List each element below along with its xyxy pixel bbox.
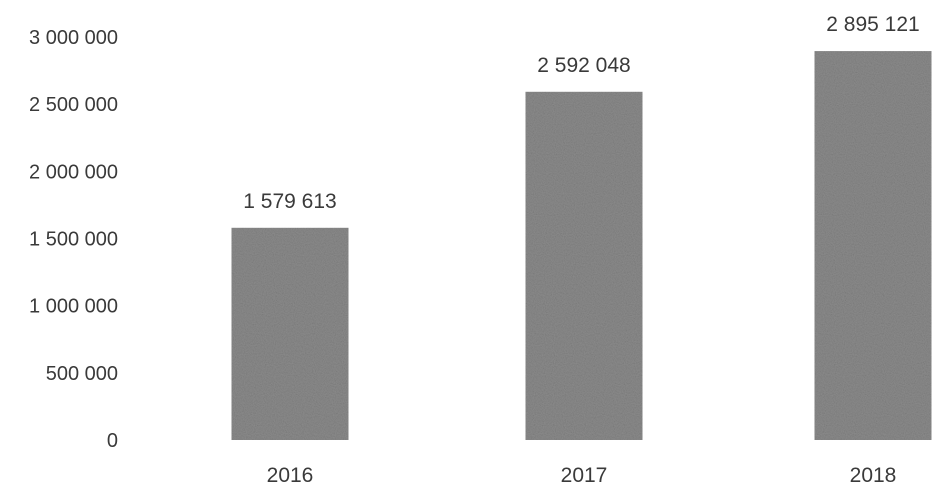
bar-2017 [525,91,643,441]
x-axis: 2016 2017 2018 [267,464,897,486]
data-label-2016: 1 579 613 [243,190,336,213]
data-label-2017: 2 592 048 [537,54,630,77]
bar-series: 1 579 613 2 592 048 2 895 121 [231,13,932,441]
y-tick-label: 2 000 000 [29,161,118,183]
x-tick-label: 2018 [850,464,897,486]
y-tick-label: 500 000 [46,363,118,385]
x-tick-label: 2016 [267,464,314,486]
y-axis: 0 500 000 1 000 000 1 500 000 2 000 000 2 500… [29,27,118,452]
y-tick-label: 1 000 000 [29,296,118,318]
y-tick-label: 1 500 000 [29,229,118,251]
y-tick-label: 0 [107,430,118,452]
x-tick-label: 2017 [561,464,608,486]
bar-2018 [814,51,932,440]
bar-2016 [231,227,349,440]
data-label-2018: 2 895 121 [826,13,919,36]
y-tick-label: 2 500 000 [29,94,118,116]
y-tick-label: 3 000 000 [29,27,118,49]
